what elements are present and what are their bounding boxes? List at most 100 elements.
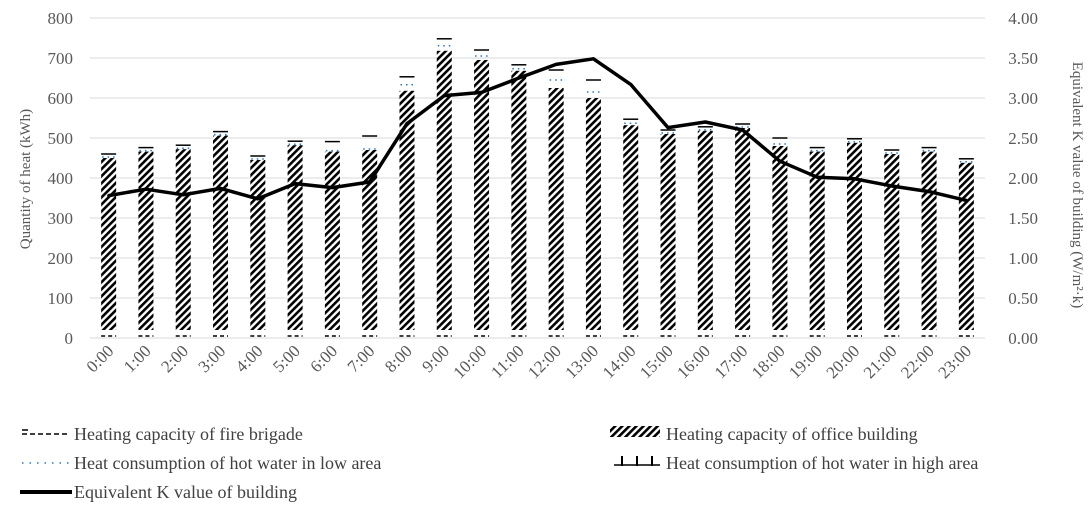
bar-group <box>436 38 452 337</box>
x-tick-label: 17:00 <box>711 341 752 382</box>
x-tick-label: 21:00 <box>860 341 901 382</box>
k-value-point <box>852 177 856 181</box>
bar-office-building <box>175 149 191 330</box>
x-tick-label: 15:00 <box>636 341 677 382</box>
bar-group <box>324 140 340 337</box>
left-tick-label: 500 <box>48 129 74 148</box>
k-value-point <box>144 187 148 191</box>
x-tick-label: 3:00 <box>195 341 230 376</box>
bar-group <box>846 138 862 337</box>
bar-group <box>660 129 676 337</box>
left-tick-label: 0 <box>65 329 74 348</box>
bar-group <box>474 49 490 337</box>
bar-office-building <box>735 128 751 330</box>
bar-office-building <box>548 88 564 330</box>
bar-office-building <box>697 130 713 330</box>
x-tick-label: 0:00 <box>83 341 118 376</box>
right-tick-label: 3.50 <box>1008 49 1038 68</box>
bar-office-building <box>138 151 154 330</box>
right-tick-label: 3.00 <box>1008 89 1038 108</box>
bar-office-building <box>250 160 266 330</box>
legend-label: Heat consumption of hot water in high ar… <box>666 453 978 473</box>
bar-office-building <box>921 151 937 330</box>
bar-group <box>101 153 117 337</box>
bar-office-building <box>585 98 601 330</box>
left-axis-ticks: 0 100 200 300 400 500 600 700 800 <box>48 9 74 348</box>
k-value-point <box>666 126 670 130</box>
bar-group <box>697 126 713 337</box>
bar-group <box>138 146 154 337</box>
right-axis-ticks: 0.00 0.50 1.00 1.50 2.00 2.50 3.00 3.50 4.00 <box>1008 9 1038 348</box>
k-value-point <box>815 175 819 179</box>
bar-group <box>213 130 229 337</box>
bar-group <box>511 64 527 337</box>
left-tick-label: 300 <box>48 209 74 228</box>
x-tick-label: 1:00 <box>120 341 155 376</box>
bar-group <box>175 144 191 337</box>
gridlines <box>90 17 985 339</box>
right-axis-title: Equivalent K value of building (W/m²·k) <box>1069 62 1085 309</box>
bar-office-building <box>436 50 452 331</box>
bar-group <box>623 118 639 337</box>
right-tick-label: 2.00 <box>1008 169 1038 188</box>
x-tick-label: 11:00 <box>487 341 527 381</box>
x-tick-label: 18:00 <box>748 341 789 382</box>
bar-group <box>399 76 415 337</box>
legend-item-k-value: Equivalent K value of building <box>20 482 297 502</box>
legend-label: Heat consumption of hot water in low are… <box>74 453 381 473</box>
x-tick-label: 19:00 <box>785 341 826 382</box>
k-value-point <box>405 122 409 126</box>
bar-office-building <box>660 134 676 330</box>
x-tick-label: 4:00 <box>232 341 267 376</box>
x-tick-label: 12:00 <box>524 341 565 382</box>
right-tick-label: 0.00 <box>1008 329 1038 348</box>
bar-group <box>585 79 601 337</box>
x-axis-ticks: 0:00 1:00 2:00 3:00 4:00 5:00 6:00 7:00 8:00 9:00… <box>83 341 976 382</box>
bar-group <box>884 149 900 337</box>
k-value-point <box>107 194 111 198</box>
bar-office-building <box>287 145 303 330</box>
k-value-point <box>219 186 223 190</box>
bar-office-building <box>809 151 825 330</box>
k-value-point <box>629 82 633 86</box>
left-tick-label: 100 <box>48 289 74 308</box>
bar-office-building <box>399 90 415 330</box>
x-tick-label: 10:00 <box>450 341 491 382</box>
x-tick-label: 14:00 <box>599 341 640 382</box>
x-tick-label: 5:00 <box>269 341 304 376</box>
x-tick-label: 20:00 <box>822 341 863 382</box>
x-tick-label: 22:00 <box>897 341 938 382</box>
bar-group <box>735 123 751 337</box>
bar-office-building <box>884 154 900 330</box>
bar-office-building <box>772 146 788 330</box>
x-tick-label: 6:00 <box>306 341 341 376</box>
k-value-point <box>330 186 334 190</box>
x-tick-label: 16:00 <box>673 341 714 382</box>
bar-office-building <box>324 151 340 330</box>
legend-item-low-area: Heat consumption of hot water in low are… <box>22 453 381 473</box>
legend-item-high-area: Heat consumption of hot water in high ar… <box>614 453 978 473</box>
x-tick-label: 13:00 <box>561 341 602 382</box>
x-tick-label: 23:00 <box>934 341 975 382</box>
k-value-point <box>741 128 745 132</box>
k-value-point <box>442 94 446 98</box>
bar-office-building <box>511 70 527 331</box>
bar-group <box>250 155 266 337</box>
k-value-point <box>927 190 931 194</box>
left-axis-title: Quantity of heat (kWh) <box>18 109 34 249</box>
bar-group <box>287 140 303 337</box>
k-value-point <box>517 76 521 80</box>
bar-office-building <box>362 150 378 330</box>
k-value-point <box>368 180 372 184</box>
legend-item-office-building: Heating capacity of office building <box>610 424 918 444</box>
legend-swatch-hatch <box>610 426 660 437</box>
x-tick-label: 7:00 <box>344 341 379 376</box>
legend-label: Heating capacity of office building <box>666 424 918 444</box>
x-tick-label: 8:00 <box>381 341 416 376</box>
left-tick-label: 700 <box>48 49 74 68</box>
bar-group <box>958 158 974 337</box>
k-value-point <box>890 184 894 188</box>
k-value-point <box>480 90 484 94</box>
right-tick-label: 1.50 <box>1008 209 1038 228</box>
